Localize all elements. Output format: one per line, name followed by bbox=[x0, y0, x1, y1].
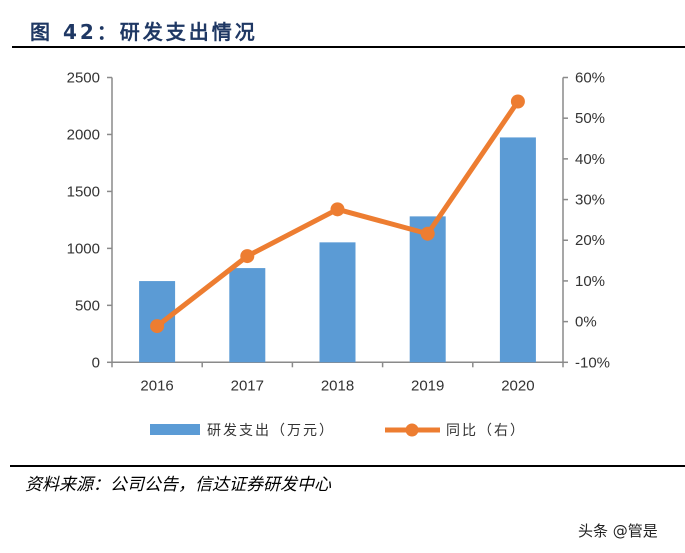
right-axis-tick-label: 50% bbox=[575, 110, 605, 127]
right-axis-tick-label: -10% bbox=[575, 354, 610, 371]
left-axis-tick-label: 2500 bbox=[67, 70, 100, 87]
bar-2018 bbox=[319, 242, 356, 363]
legend-swatch-bar bbox=[150, 424, 200, 435]
right-axis-tick-label: 20% bbox=[575, 232, 605, 249]
legend-label-bar: 研发支出（万元） bbox=[207, 423, 335, 439]
left-axis-tick-label: 1000 bbox=[67, 240, 100, 257]
x-axis-tick-label: 2019 bbox=[411, 377, 444, 394]
yoy-point-2020 bbox=[510, 94, 525, 109]
right-axis-tick-label: 0% bbox=[575, 314, 597, 331]
right-axis-tick-label: 30% bbox=[575, 192, 605, 209]
right-axis-tick-label: 60% bbox=[575, 70, 605, 87]
yoy-point-2016 bbox=[150, 319, 165, 334]
left-axis-tick-label: 1500 bbox=[67, 183, 100, 200]
yoy-point-2019 bbox=[420, 226, 435, 241]
chart: 0 500 1000 1500 2000 2500 -10% 0% 10% 20% 30% 40% 50… bbox=[67, 70, 610, 440]
watermark: 头条 @管是 bbox=[578, 522, 658, 540]
source-divider bbox=[10, 465, 685, 467]
left-axis-tick-label: 500 bbox=[75, 297, 100, 314]
yoy-point-2017 bbox=[240, 249, 255, 264]
legend-label-line: 同比（右） bbox=[446, 423, 526, 439]
yoy-point-2018 bbox=[330, 202, 345, 217]
right-axis-tick-label: 40% bbox=[575, 151, 605, 168]
right-axis-tick-label: 10% bbox=[575, 273, 605, 290]
x-axis-tick-label: 2018 bbox=[321, 377, 354, 394]
title-divider bbox=[12, 46, 685, 48]
x-axis-tick-label: 2020 bbox=[501, 377, 534, 394]
left-axis-tick-label: 2000 bbox=[67, 126, 100, 143]
x-axis-tick-label: 2016 bbox=[140, 377, 173, 394]
left-axis-tick-label: 0 bbox=[92, 354, 100, 371]
figure-title: 图 42：研发支出情况 bbox=[30, 20, 258, 44]
source-note: 资料来源：公司公告，信达证券研发中心 bbox=[25, 475, 331, 495]
legend-swatch-marker bbox=[405, 423, 419, 437]
bar-2020 bbox=[499, 137, 536, 363]
bar-2017 bbox=[229, 268, 266, 363]
x-axis-tick-label: 2017 bbox=[231, 377, 264, 394]
